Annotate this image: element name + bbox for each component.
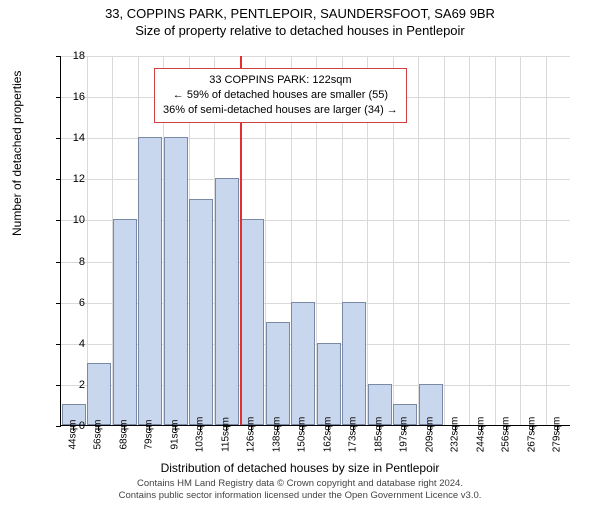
xtick-label: 126sqm [246,415,257,455]
ytick-label: 4 [55,338,85,350]
xtick-label: 209sqm [424,415,435,455]
gridline-v [444,56,445,425]
histogram-bar [240,219,264,425]
ytick-label: 10 [55,214,85,226]
histogram-bar [138,137,162,425]
xtick-label: 232sqm [450,415,461,455]
xtick-label: 138sqm [271,415,282,455]
xtick-label: 267sqm [526,415,537,455]
xtick-label: 173sqm [348,415,359,455]
annotation-line: 33 COPPINS PARK: 122sqm [163,73,398,88]
xtick-label: 256sqm [501,415,512,455]
gridline-v [469,56,470,425]
ytick-label: 2 [55,379,85,391]
footer-line-1: Contains HM Land Registry data © Crown c… [0,478,600,490]
xtick-label: 279sqm [552,415,563,455]
xtick-label: 68sqm [118,415,129,455]
xtick-label: 103sqm [195,415,206,455]
title-sub: Size of property relative to detached ho… [0,23,600,38]
histogram-bar [215,178,239,425]
histogram-bar [291,302,315,425]
annotation-line: ← 59% of detached houses are smaller (55… [163,88,398,103]
histogram-bar [113,219,137,425]
footer-line-2: Contains public sector information licen… [0,490,600,502]
footer: Contains HM Land Registry data © Crown c… [0,478,600,502]
xtick-label: 244sqm [475,415,486,455]
xtick-label: 185sqm [373,415,384,455]
y-axis-label: Number of detached properties [10,71,24,236]
histogram-bar [342,302,366,425]
histogram-bar [189,199,213,425]
xtick-label: 162sqm [322,415,333,455]
xtick-label: 56sqm [93,415,104,455]
gridline-v [418,56,419,425]
xtick-label: 115sqm [220,415,231,455]
ytick-label: 16 [55,91,85,103]
ytick-label: 14 [55,132,85,144]
title-main: 33, COPPINS PARK, PENTLEPOIR, SAUNDERSFO… [0,6,600,21]
gridline-v [520,56,521,425]
x-axis-label: Distribution of detached houses by size … [0,461,600,475]
gridline-v [495,56,496,425]
ytick-label: 12 [55,173,85,185]
histogram-bar [317,343,341,425]
xtick-label: 197sqm [399,415,410,455]
chart-area: 33 COPPINS PARK: 122sqm← 59% of detached… [60,56,570,426]
annotation-box: 33 COPPINS PARK: 122sqm← 59% of detached… [154,68,407,123]
xtick-label: 91sqm [169,415,180,455]
gridline-v [546,56,547,425]
xtick-label: 79sqm [144,415,155,455]
xtick-label: 150sqm [297,415,308,455]
histogram-bar [164,137,188,425]
annotation-line: 36% of semi-detached houses are larger (… [163,103,398,118]
xtick-label: 44sqm [67,415,78,455]
plot: 33 COPPINS PARK: 122sqm← 59% of detached… [60,56,570,426]
ytick-label: 6 [55,297,85,309]
histogram-bar [266,322,290,425]
ytick-label: 18 [55,50,85,62]
ytick-label: 8 [55,256,85,268]
